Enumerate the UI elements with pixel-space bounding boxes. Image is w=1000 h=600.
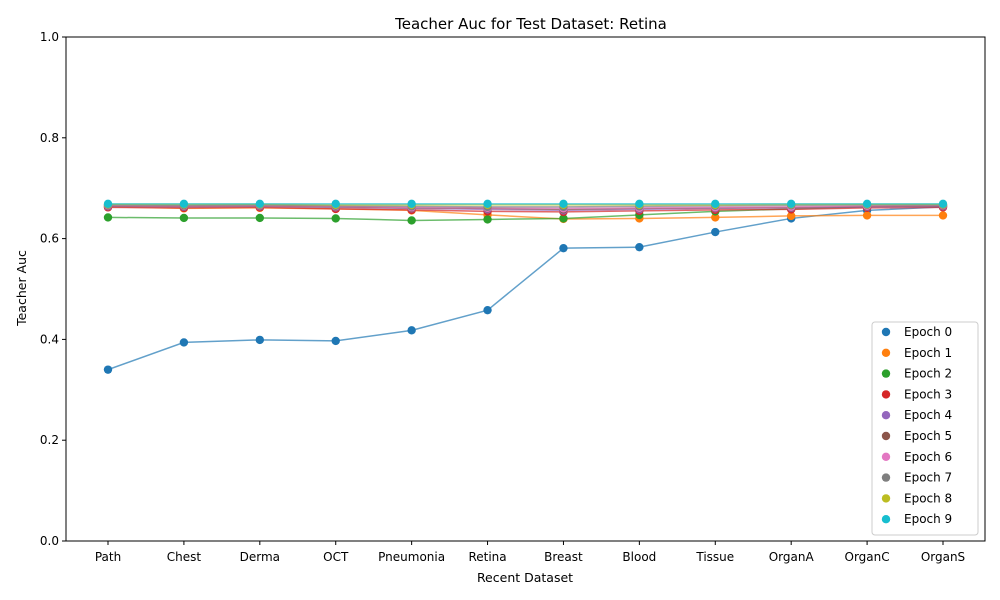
legend-label: Epoch 7 [904,471,952,485]
x-tick-label: Tissue [695,550,734,564]
plot-frame [65,36,986,542]
data-point [407,326,416,335]
legend-swatch [881,390,891,399]
data-point [483,215,492,224]
y-axis-title: Teacher Auc [14,250,29,327]
y-tick-label: 0.0 [40,534,59,548]
data-point [786,211,796,221]
legend-label: Epoch 2 [904,367,952,381]
data-point [711,213,720,222]
data-point [179,213,189,223]
y-tick-label: 0.4 [40,332,59,346]
series-epoch-9 [103,199,948,209]
data-point [711,199,720,209]
data-point [483,199,492,209]
data-point [559,199,568,209]
series-line [107,206,944,213]
legend-swatch [881,369,891,378]
data-point [407,216,416,225]
y-tick-label: 1.0 [40,30,59,44]
data-point [407,199,416,209]
data-point [711,227,720,237]
legend-item: Epoch 4 [881,408,952,422]
data-point [255,335,265,345]
legend-item: Epoch 0 [881,325,952,339]
y-tick-label: 0.8 [40,131,59,145]
y-tick-label: 0.2 [40,433,59,447]
x-tick-label: OrganA [769,550,815,564]
data-point [635,242,644,252]
x-tick-label: Blood [622,550,656,564]
data-point [179,338,189,347]
data-point [103,213,113,222]
data-point [559,243,568,253]
data-point [103,365,113,374]
data-point [255,213,265,223]
x-tick-label: Path [95,550,121,564]
data-point [635,199,644,209]
legend-label: Epoch 5 [904,429,952,443]
legend: Epoch 0 Epoch 1 Epoch 2 Epoch 3 Epoch 4 Epoch… [871,321,979,536]
series-line [107,206,944,371]
legend-label: Epoch 8 [904,491,952,505]
legend-box [871,321,979,536]
data-point [786,199,796,209]
legend-swatch [881,452,891,461]
x-axis-title: Recent Dataset [477,570,573,585]
legend-item: Epoch 2 [881,367,952,381]
legend-label: Epoch 9 [904,512,952,526]
x-tick-label: OrganC [845,550,890,564]
x-tick-label: Chest [167,550,202,564]
data-point [255,199,265,209]
data-point [938,211,948,220]
x-tick-label: Derma [240,550,280,564]
x-tick-label: Retina [468,550,506,564]
legend-item: Epoch 5 [881,429,952,443]
legend-label: Epoch 3 [904,387,952,401]
legend-label: Epoch 0 [904,325,952,339]
legend-item: Epoch 7 [881,471,952,485]
legend-swatch [881,327,891,337]
legend-item: Epoch 3 [881,387,952,401]
data-point [559,214,568,223]
legend-swatch [881,473,891,482]
data-point [862,211,872,220]
legend-item: Epoch 9 [881,512,952,526]
legend-swatch [881,431,891,441]
legend-swatch [881,348,891,357]
data-point [862,199,872,209]
legend-swatch [881,494,891,503]
x-tick-label: Breast [544,550,583,564]
x-tick-label: OCT [323,550,349,564]
legend-label: Epoch 4 [904,408,952,422]
data-point [483,305,492,315]
x-tick-label: OrganS [921,550,965,564]
data-point [938,199,948,209]
data-point [103,199,113,209]
x-tick-label: Pneumonia [378,550,445,564]
data-point [179,199,189,209]
data-point [331,214,340,223]
legend-item: Epoch 8 [881,491,952,505]
y-tick-label: 0.6 [40,232,59,246]
legend-label: Epoch 6 [904,450,952,464]
legend-swatch [881,515,891,524]
data-point [331,199,340,209]
legend-item: Epoch 6 [881,450,952,464]
data-point [331,336,340,346]
chart-title: Teacher Auc for Test Dataset: Retina [394,15,667,33]
legend-item: Epoch 1 [881,346,952,360]
legend-label: Epoch 1 [904,346,952,360]
marks-layer [103,199,948,374]
axes-layer: Path Chest Derma OCT Pneumonia Retina Breast Bl… [40,30,965,564]
legend-swatch [881,411,891,420]
